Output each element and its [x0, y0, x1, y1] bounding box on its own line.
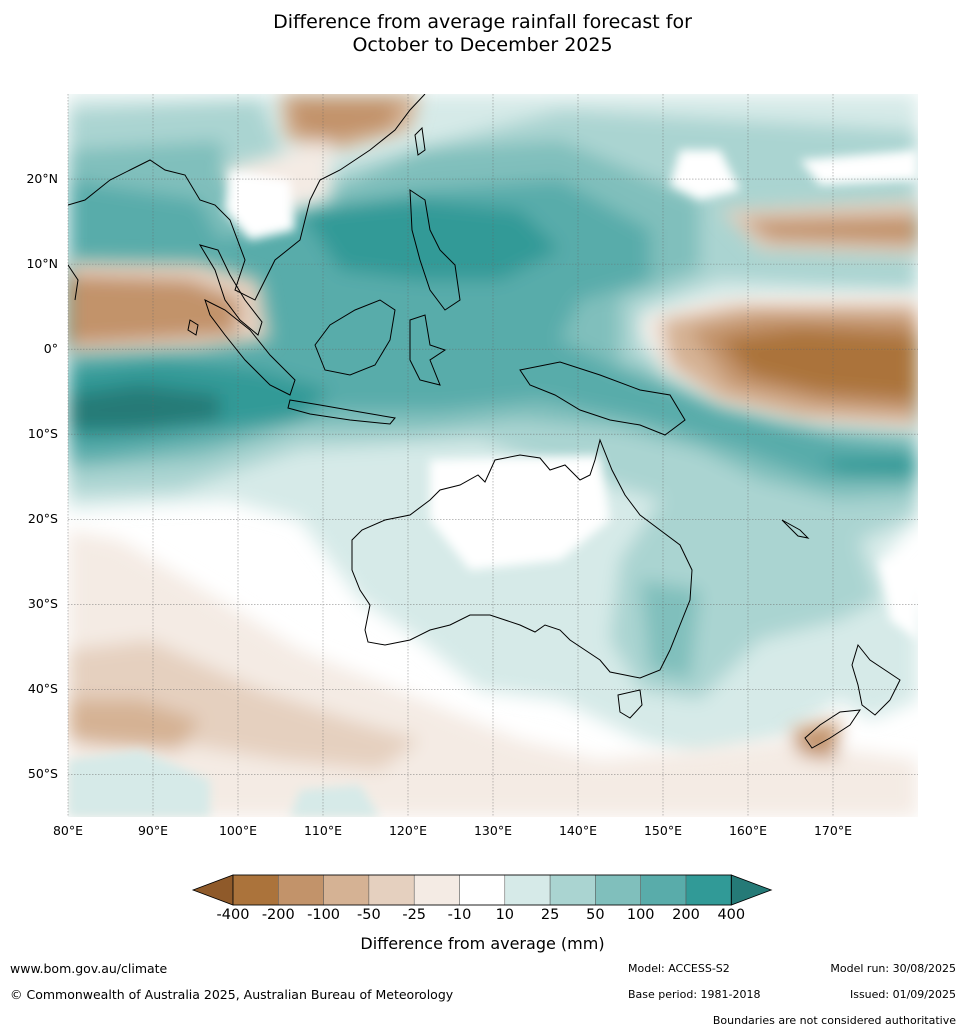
colorbar-tick-label: 100 [626, 907, 655, 923]
colorbar-swatch [549, 874, 596, 906]
sumatra-coastline [204, 299, 296, 396]
philippines-coastline [409, 189, 461, 311]
longitude-label: 100°E [218, 823, 257, 838]
bom-url-link[interactable]: www.bom.gov.au/climate [10, 961, 168, 976]
colorbar-swatch [232, 874, 279, 906]
colorbar-swatch [640, 874, 687, 906]
australia-coastline [351, 438, 693, 679]
taiwan-coastline [414, 126, 426, 156]
colorbar-tick-label: -50 [357, 907, 381, 923]
latitude-label: 20°N [26, 171, 58, 187]
colorbar-tick-label: -400 [216, 907, 250, 923]
latitude-label: 10°S [27, 426, 58, 442]
java-coastline [287, 399, 396, 425]
india-coastline [68, 264, 79, 301]
colorbar-tick-label: 50 [586, 907, 605, 923]
copyright-text: © Commonwealth of Australia 2025, Austra… [10, 987, 454, 1002]
title-line-1: Difference from average rainfall forecas… [273, 11, 692, 33]
longitude-label: 150°E [643, 823, 682, 838]
tasmania-coastline [617, 689, 643, 719]
latitude-label: 20°S [27, 511, 58, 527]
longitude-label: 90°E [137, 823, 169, 838]
colorbar-tick-label: 400 [717, 907, 746, 923]
latitude-label: 0° [43, 341, 58, 357]
longitude-label: 80°E [52, 823, 84, 838]
longitude-label: 110°E [303, 823, 342, 838]
colorbar-title: Difference from average (mm) [360, 934, 605, 953]
colorbar-swatch [413, 874, 460, 906]
model-name: Model: ACCESS-S2 [628, 962, 730, 975]
model-run-date: Model run: 30/08/2025 [830, 962, 956, 975]
malay-peninsula-coastline [198, 244, 263, 336]
longitude-label: 120°E [388, 823, 427, 838]
title-line-2: October to December 2025 [352, 34, 613, 56]
latitude-label: 50°S [27, 766, 58, 782]
colorbar-swatch [323, 874, 370, 906]
latitude-label: 40°S [27, 681, 58, 697]
issued-date: Issued: 01/09/2025 [849, 988, 956, 1001]
latitude-label: 10°N [26, 256, 58, 272]
colorbar-swatch [278, 874, 324, 906]
latitude-label: 30°S [27, 596, 58, 612]
colorbar-tick-label: 10 [495, 907, 515, 923]
colorbar-tick-label: -200 [261, 907, 295, 923]
colorbar-swatch [368, 874, 415, 906]
longitude-label: 140°E [558, 823, 597, 838]
longitude-label: 130°E [473, 823, 512, 838]
map-gridlines [67, 94, 918, 817]
base-period: Base period: 1981-2018 [628, 988, 761, 1001]
longitude-label: 160°E [728, 823, 767, 838]
colorbar-frame [232, 874, 732, 906]
colorbar [191, 874, 773, 906]
colorbar-tick-label: 25 [540, 907, 560, 923]
colorbar-extension-low [191, 874, 234, 906]
colorbar-tick-label: 200 [672, 907, 700, 923]
boundaries-disclaimer: Boundaries are not considered authoritat… [712, 1014, 956, 1027]
colorbar-swatch [685, 874, 732, 906]
borneo-coastline [314, 299, 396, 376]
colorbar-tick-label: -25 [402, 907, 427, 923]
colorbar-swatch [595, 874, 641, 906]
sulawesi-coastline [409, 314, 447, 386]
asia-coastline [68, 94, 426, 301]
colorbar-extension-high [730, 874, 773, 906]
longitude-label: 170°E [813, 823, 852, 838]
coastlines [68, 94, 901, 749]
colorbar-tick-label: -10 [447, 907, 472, 923]
colorbar-swatch [504, 874, 551, 906]
sri-lanka-coastline [187, 319, 199, 336]
new-zealand-north-coastline [851, 643, 901, 716]
colorbar-tick-label: -100 [307, 907, 341, 923]
new-guinea-coastline [519, 361, 686, 436]
new-zealand-south-coastline [804, 709, 862, 749]
new-caledonia-coastline [781, 519, 810, 539]
colorbar-swatch [459, 874, 506, 906]
